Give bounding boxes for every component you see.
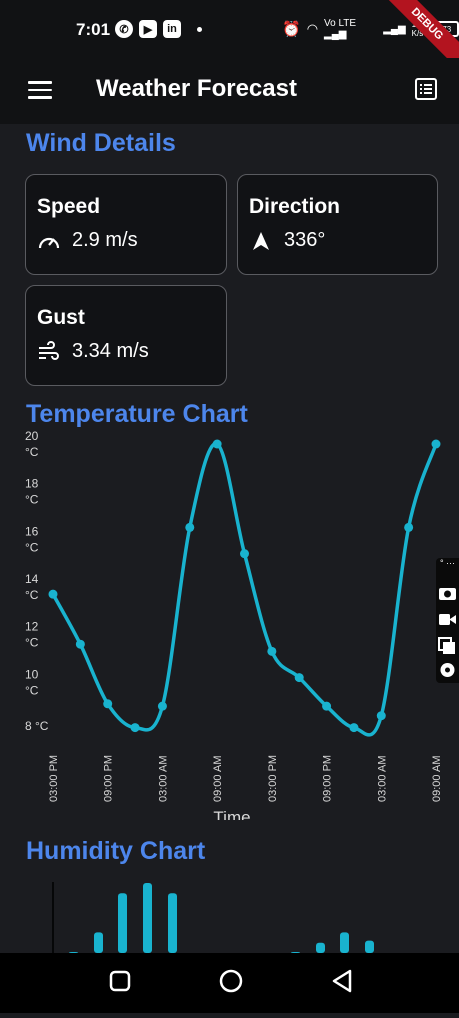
y-tick-label: 16 °C bbox=[25, 524, 39, 554]
temperature-chart: 20 °C 18 °C 16 °C 14 °C 12 °C 10 °C 8 °C 03:00 PM 09:0… bbox=[25, 430, 443, 820]
x-tick-label: 09:00 PM bbox=[322, 755, 334, 802]
humidity-bar bbox=[168, 893, 177, 953]
temperature-point bbox=[212, 439, 222, 449]
app-bar bbox=[0, 58, 459, 124]
lte-signal-icon: Vo LTE ▂▄▆ bbox=[324, 18, 357, 40]
more-notifications-icon bbox=[197, 26, 202, 32]
gust-label: Gust bbox=[37, 306, 85, 329]
speed-value: 2.9 m/s bbox=[72, 229, 138, 251]
temperature-point bbox=[267, 646, 277, 656]
wifi-icon: ◠ bbox=[306, 21, 319, 36]
video-icon[interactable] bbox=[439, 614, 456, 625]
page-title: Weather Forecast bbox=[96, 75, 297, 102]
temperature-point bbox=[294, 673, 304, 683]
copy-icon[interactable] bbox=[438, 637, 455, 654]
home-button[interactable] bbox=[219, 969, 243, 993]
youtube-icon: ▶ bbox=[139, 20, 157, 38]
x-tick-label: 03:00 PM bbox=[48, 755, 60, 802]
more-icon[interactable]: ° ··· bbox=[439, 558, 456, 568]
humidity-bar bbox=[340, 932, 349, 953]
humidity-bar bbox=[316, 942, 325, 953]
wind-section-title: Wind Details bbox=[26, 129, 176, 157]
humidity-chart bbox=[52, 882, 374, 953]
humidity-section-title: Humidity Chart bbox=[26, 837, 206, 865]
list-view-icon[interactable] bbox=[415, 78, 437, 100]
temperature-point bbox=[75, 639, 85, 649]
temperature-point bbox=[431, 439, 441, 449]
temperature-point bbox=[130, 723, 140, 733]
gust-value: 3.34 m/s bbox=[72, 340, 149, 362]
side-toolbar: ° ··· bbox=[436, 558, 459, 683]
menu-icon[interactable] bbox=[28, 81, 52, 101]
back-button[interactable] bbox=[332, 969, 352, 993]
x-tick-label: 09:00 PM bbox=[103, 755, 115, 802]
x-tick-label: 03:00 AM bbox=[157, 756, 169, 802]
temperature-point bbox=[103, 699, 113, 709]
humidity-bar bbox=[94, 932, 103, 953]
camera-icon[interactable] bbox=[439, 588, 456, 600]
speedometer-icon bbox=[38, 237, 60, 249]
y-tick-label: 14 °C bbox=[25, 572, 39, 602]
temperature-point bbox=[349, 723, 359, 733]
temperature-point bbox=[376, 711, 386, 721]
notification-icons: ✆ ▶ in bbox=[115, 20, 202, 38]
temperature-line bbox=[51, 442, 438, 737]
y-tick-label: 10 °C bbox=[25, 667, 39, 697]
wind-direction-card: Direction 336° bbox=[237, 174, 438, 275]
humidity-bar bbox=[69, 951, 78, 953]
temperature-point bbox=[404, 522, 414, 532]
x-tick-label: 09:00 AM bbox=[212, 756, 224, 802]
wind-icon bbox=[39, 341, 59, 360]
temperature-point bbox=[185, 522, 195, 532]
y-tick-label: 8 °C bbox=[25, 719, 49, 733]
wind-gust-card: Gust 3.34 m/s bbox=[25, 285, 227, 386]
system-navigation-bar bbox=[0, 953, 459, 1013]
y-tick-label: 20 °C bbox=[25, 430, 39, 459]
status-time: 7:01 bbox=[76, 20, 111, 39]
speed-label: Speed bbox=[37, 195, 101, 218]
x-axis-title: Time bbox=[213, 808, 250, 820]
temperature-point bbox=[157, 701, 167, 711]
x-tick-label: 03:00 PM bbox=[267, 755, 279, 802]
y-tick-label: 12 °C bbox=[25, 620, 39, 650]
signal-icon: ▂▄▆ bbox=[383, 23, 406, 35]
x-tick-label: 03:00 AM bbox=[376, 756, 388, 802]
humidity-bar bbox=[291, 951, 300, 953]
humidity-bar bbox=[365, 940, 374, 953]
humidity-bar bbox=[118, 893, 127, 953]
x-tick-label: 09:00 AM bbox=[431, 756, 443, 802]
temperature-point bbox=[322, 701, 332, 711]
temperature-point bbox=[48, 589, 58, 599]
settings-icon[interactable] bbox=[440, 663, 455, 677]
navigation-arrow-icon bbox=[253, 232, 269, 250]
y-tick-label: 18 °C bbox=[25, 477, 39, 507]
temperature-section-title: Temperature Chart bbox=[26, 400, 248, 428]
direction-value: 336° bbox=[284, 229, 326, 251]
direction-label: Direction bbox=[249, 195, 341, 218]
status-bar: 7:01 ✆ ▶ in ⏰ ◠ Vo LTE ▂▄▆ ▂▄▆ 1 K/s 73 … bbox=[0, 0, 459, 74]
linkedin-icon: in bbox=[163, 20, 181, 38]
alarm-icon: ⏰ bbox=[282, 21, 301, 38]
wind-speed-card: Speed 2.9 m/s bbox=[25, 174, 227, 275]
humidity-bar bbox=[143, 883, 152, 953]
temperature-point bbox=[240, 549, 249, 559]
recents-button[interactable] bbox=[109, 970, 131, 992]
whatsapp-icon: ✆ bbox=[115, 20, 133, 38]
